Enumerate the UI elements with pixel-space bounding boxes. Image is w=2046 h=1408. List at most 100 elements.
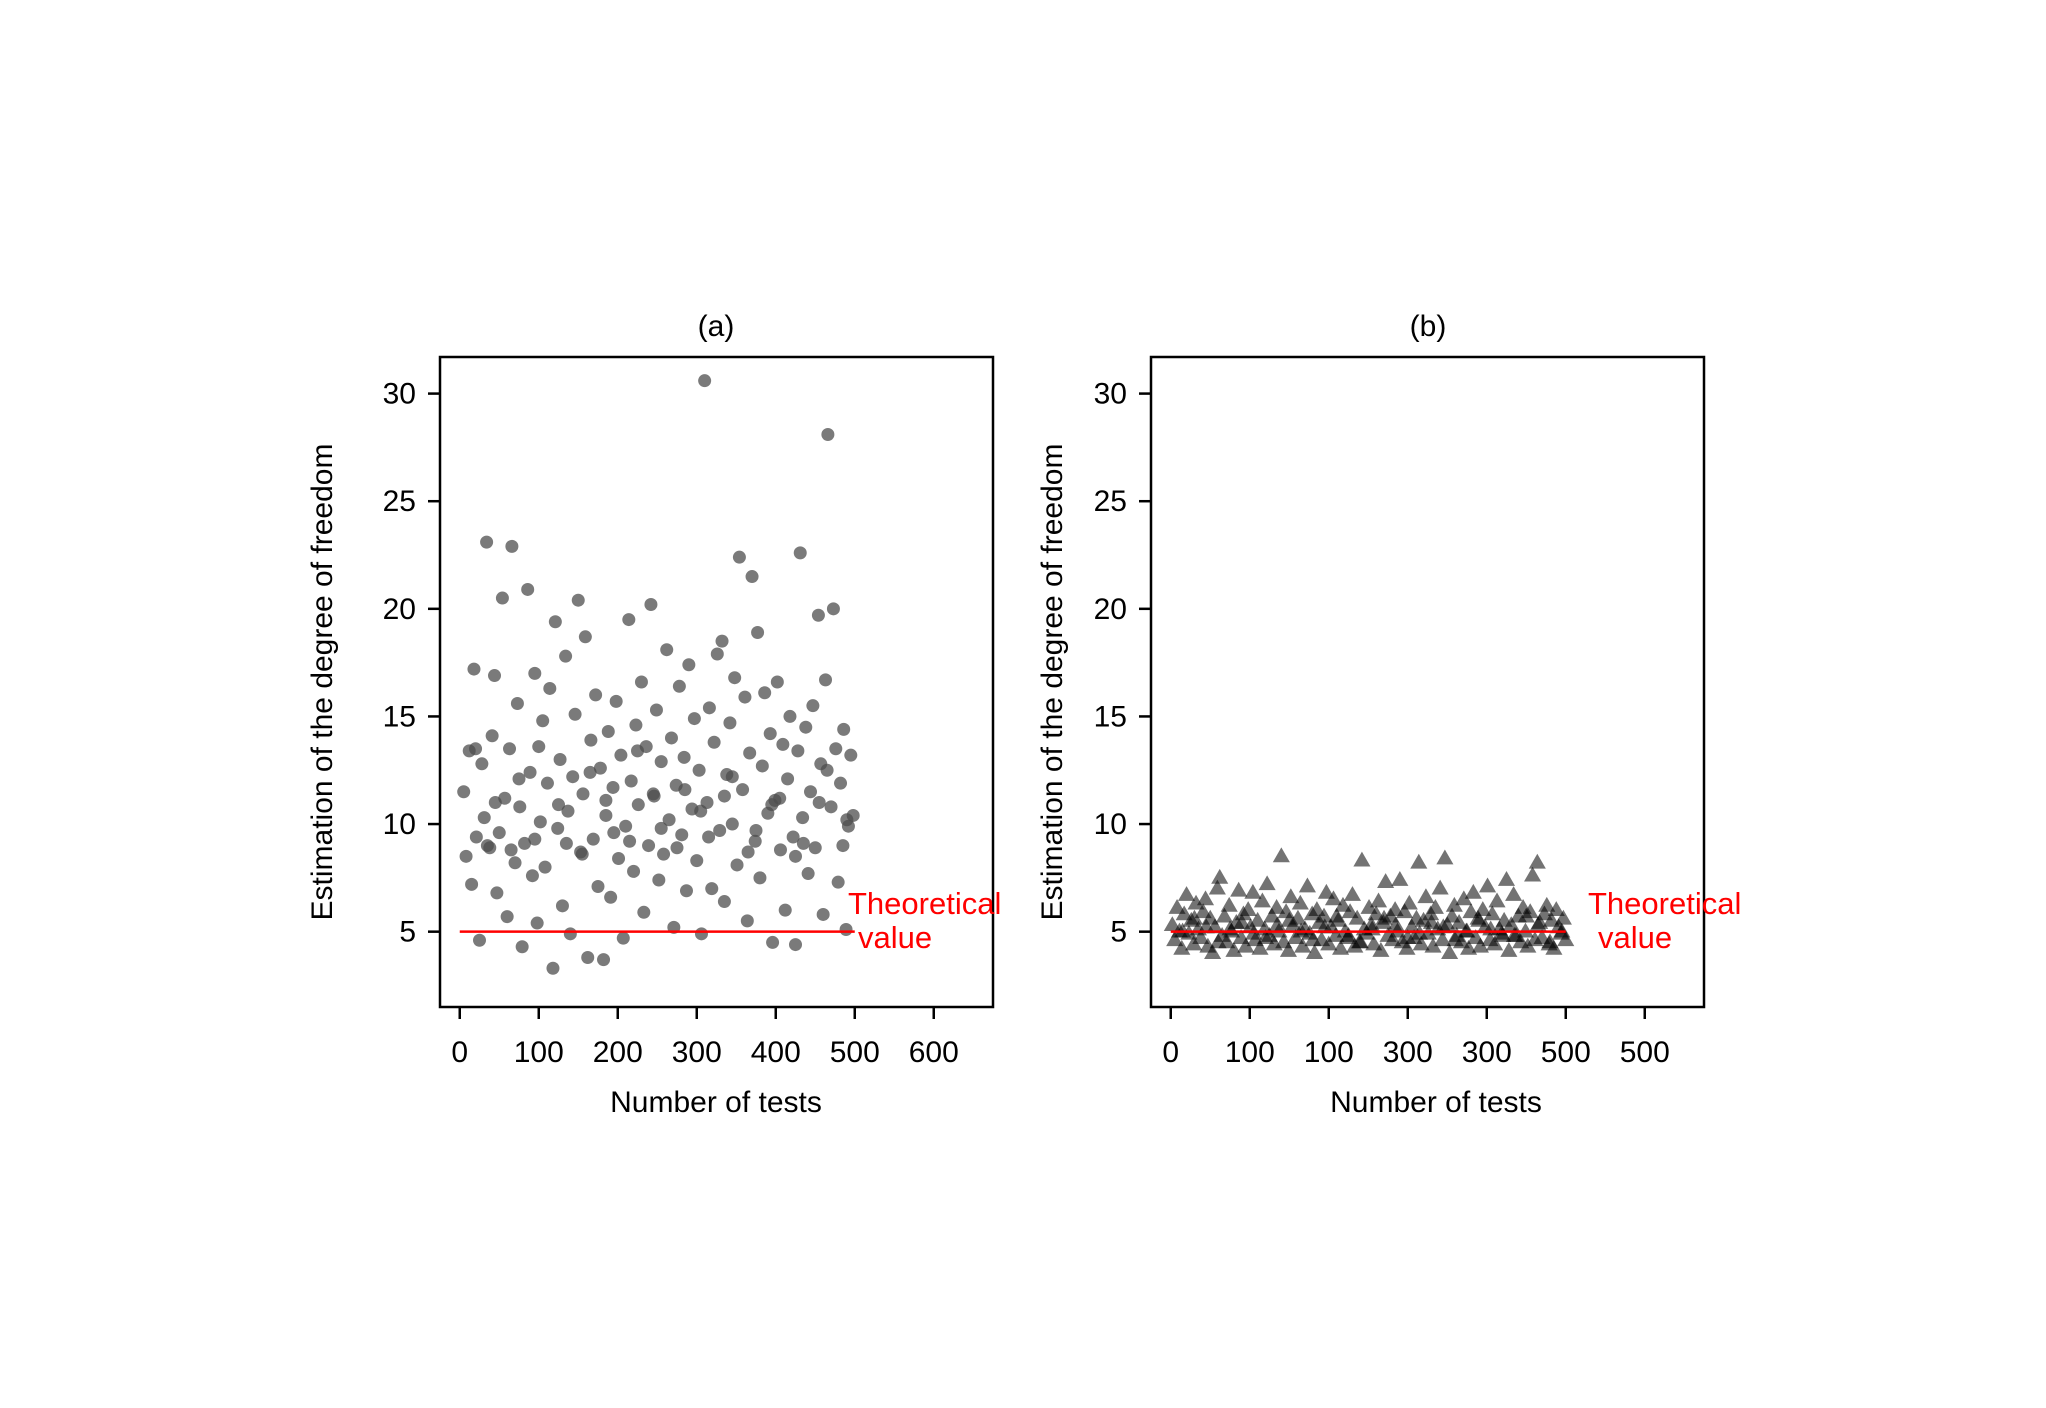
x-tick-label-a: 500 [830, 1036, 880, 1069]
data-point-triangle [1412, 935, 1430, 951]
data-point-triangle [1258, 875, 1276, 891]
data-point-circle [576, 787, 590, 801]
theoretical-value-label-a-line2: value [858, 920, 932, 955]
data-point-circle [561, 804, 575, 818]
data-point-circle [660, 643, 674, 657]
data-point-triangle [1196, 890, 1215, 906]
data-point-circle [664, 731, 678, 745]
data-point-triangle [1478, 877, 1497, 893]
data-point-triangle [1403, 918, 1421, 934]
data-point-circle [783, 709, 797, 723]
data-point-triangle [1433, 931, 1452, 947]
data-point-circle [538, 860, 552, 874]
data-point-triangle [1282, 888, 1300, 904]
data-point-triangle [1529, 916, 1547, 932]
data-point-triangle [1332, 939, 1350, 955]
data-point-triangle [1554, 909, 1572, 925]
data-point-triangle [1305, 944, 1324, 960]
data-point-triangle [1175, 905, 1193, 921]
data-point-triangle [1400, 894, 1418, 910]
data-point-circle [773, 843, 787, 857]
data-point-triangle [1455, 890, 1473, 906]
data-point-circle [765, 798, 779, 812]
data-point-circle [575, 847, 589, 861]
data-point-circle [702, 830, 716, 844]
data-point-circle [831, 875, 845, 889]
data-point-triangle [1327, 926, 1345, 942]
data-point-circle [652, 873, 666, 887]
data-point-circle [808, 841, 822, 855]
data-point-triangle [1365, 935, 1383, 951]
data-point-triangle [1436, 849, 1454, 865]
data-point-triangle [1372, 942, 1390, 957]
data-point-circle [748, 834, 762, 848]
data-point-circle [525, 869, 539, 883]
data-point-circle [631, 744, 644, 758]
data-point-circle [495, 591, 509, 605]
data-point-triangle [1387, 916, 1405, 932]
data-point-triangle [1502, 916, 1520, 932]
data-point-circle [743, 746, 757, 760]
data-point-triangle [1538, 896, 1556, 912]
data-point-circle [786, 830, 800, 844]
chart-title-a: (a) [698, 310, 735, 343]
data-point-circle [781, 772, 795, 786]
y-tick-label-a: 5 [399, 916, 416, 949]
data-point-circle [546, 961, 560, 975]
data-point-circle [548, 615, 562, 629]
data-point-circle [844, 748, 858, 762]
data-point-circle [642, 839, 656, 853]
data-point-circle [725, 770, 739, 784]
data-point-circle [559, 836, 573, 850]
data-point-circle [530, 916, 544, 930]
data-point-circle [763, 727, 777, 741]
data-point-triangle [1220, 896, 1238, 912]
data-point-circle [505, 539, 519, 553]
data-point-circle [473, 933, 486, 947]
data-point-triangle [1553, 922, 1571, 938]
y-tick-label-b: 30 [1094, 378, 1127, 411]
data-point-triangle [1458, 922, 1476, 938]
data-point-triangle [1386, 901, 1404, 916]
data-points-b [1163, 847, 1575, 960]
data-point-triangle [1187, 894, 1205, 910]
data-point-circle [713, 824, 727, 838]
data-point-circle [563, 927, 577, 941]
data-point-triangle [1239, 901, 1257, 916]
y-tick-label-a: 25 [383, 485, 416, 518]
data-point-circle [690, 854, 704, 868]
data-point-circle [532, 740, 546, 754]
data-point-circle [758, 686, 772, 700]
y-tick-label-b: 5 [1110, 916, 1127, 949]
data-point-circle [523, 765, 537, 779]
data-point-triangle [1192, 929, 1210, 944]
data-point-circle [678, 783, 692, 797]
data-point-circle [717, 789, 731, 803]
data-point-circle [732, 550, 746, 564]
data-point-triangle [1211, 868, 1229, 884]
data-point-circle [601, 725, 615, 739]
data-point-circle [578, 630, 592, 644]
data-point-triangle [1486, 935, 1504, 951]
data-point-triangle [1424, 937, 1442, 953]
data-point-circle [725, 817, 739, 831]
data-point-circle [677, 750, 691, 764]
data-point-circle [543, 681, 557, 695]
data-point-triangle [1163, 916, 1181, 932]
data-point-circle [705, 882, 719, 896]
data-point-triangle [1215, 907, 1234, 923]
data-point-circle [796, 811, 810, 825]
x-axis-label-b: Number of tests [1330, 1086, 1542, 1119]
data-point-triangle [1178, 886, 1196, 901]
data-point-circle [820, 763, 834, 777]
data-point-triangle [1194, 903, 1212, 919]
y-tick-label-b: 20 [1094, 593, 1127, 626]
data-point-triangle [1343, 886, 1361, 901]
x-tick-label-a: 0 [451, 1036, 468, 1069]
data-point-triangle [1197, 918, 1215, 934]
data-point-circle [646, 787, 660, 801]
data-point-triangle [1251, 939, 1269, 955]
data-point-triangle [1168, 898, 1186, 914]
data-point-circle [829, 742, 843, 756]
data-point-circle [609, 694, 623, 708]
